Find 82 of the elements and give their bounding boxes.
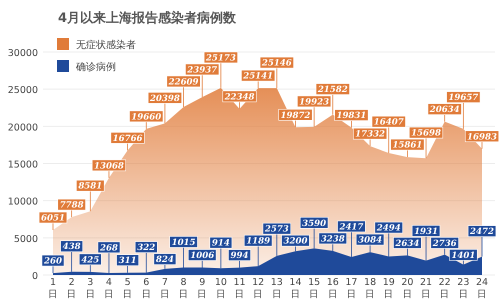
- y-tick-label: 5000: [14, 234, 38, 245]
- x-tick-label: 9日: [197, 277, 208, 300]
- data-label: 20398: [148, 94, 180, 104]
- x-tick-label: 1日: [48, 277, 58, 300]
- data-label: 19657: [448, 93, 478, 104]
- x-tick-label: 4日: [104, 277, 114, 300]
- legend-label: 无症状感染者: [76, 39, 136, 51]
- legend-label: 确诊病例: [75, 61, 116, 73]
- data-label: 16766: [112, 134, 143, 144]
- x-tick-label: 16日: [326, 277, 339, 300]
- data-label: 16407: [374, 118, 404, 128]
- x-tick-label: 2日: [66, 277, 77, 300]
- y-tick-label: 0: [32, 271, 38, 282]
- data-label: 19660: [131, 112, 162, 122]
- x-tick-label: 14日: [289, 277, 302, 300]
- x-tick-label: 5日: [122, 277, 133, 300]
- x-tick-label: 10日: [214, 277, 227, 300]
- data-label: 1006: [190, 251, 214, 262]
- data-label: 20634: [428, 105, 460, 116]
- data-label: 3590: [302, 218, 326, 229]
- x-tick-label: 20日: [401, 277, 414, 300]
- x-tick-label: 11日: [233, 277, 246, 300]
- data-label: 268: [98, 243, 118, 254]
- x-tick-label: 22日: [438, 277, 451, 300]
- data-label: 2494: [376, 224, 401, 234]
- data-label: 25141: [242, 72, 274, 82]
- data-label: 994: [230, 251, 249, 262]
- data-label: 2417: [338, 222, 364, 232]
- data-label: 7788: [60, 200, 84, 211]
- x-tick-label: 23日: [457, 277, 470, 300]
- data-label: 13068: [94, 161, 124, 172]
- data-label: 19872: [280, 110, 310, 121]
- x-tick-label: 24日: [476, 277, 488, 300]
- data-label: 2634: [394, 238, 420, 249]
- chart-title: 4月以来上海报告感染者病例数: [58, 10, 238, 26]
- data-label: 25146: [260, 58, 292, 69]
- y-tick-label: 25000: [8, 85, 38, 96]
- x-tick-label: 12日: [252, 277, 264, 300]
- x-tick-label: 15日: [308, 277, 320, 300]
- data-label: 22348: [224, 92, 254, 102]
- data-label: 260: [43, 256, 62, 267]
- data-label: 2472: [469, 227, 494, 238]
- x-tick-label: 13日: [270, 277, 283, 300]
- y-tick-label: 20000: [8, 122, 38, 134]
- data-label: 311: [118, 256, 137, 266]
- data-label: 3084: [358, 236, 382, 246]
- x-tick-label: 7日: [160, 277, 170, 300]
- data-label: 1931: [414, 226, 438, 237]
- data-label: 2736: [432, 238, 457, 249]
- y-tick-label: 30000: [8, 48, 38, 59]
- x-tick-label: 17日: [345, 277, 358, 300]
- data-label: 3238: [320, 234, 345, 244]
- data-label: 438: [62, 242, 81, 252]
- data-label: 15861: [392, 140, 422, 151]
- x-tick-label: 19日: [382, 277, 395, 300]
- data-label: 1401: [451, 250, 476, 261]
- data-label: 6051: [41, 214, 65, 224]
- data-label: 19923: [299, 97, 330, 108]
- data-label: 8581: [77, 182, 102, 192]
- data-label: 1015: [172, 238, 196, 248]
- y-tick-label: 10000: [8, 196, 38, 208]
- x-tick-label: 3日: [85, 277, 96, 300]
- data-label: 2573: [264, 224, 289, 235]
- x-tick-label: 8日: [178, 277, 189, 300]
- data-label: 15698: [411, 128, 442, 139]
- data-label: 914: [212, 238, 230, 249]
- x-tick-label: 6日: [141, 277, 152, 300]
- y-tick-label: 15000: [8, 160, 38, 170]
- data-label: 21582: [316, 85, 348, 96]
- data-label: 19831: [336, 111, 366, 122]
- data-label: 425: [81, 255, 100, 266]
- data-label: 1189: [246, 236, 270, 247]
- data-label: 17332: [355, 130, 386, 140]
- data-label: 322: [137, 243, 156, 254]
- data-label: 23937: [186, 65, 218, 76]
- x-tick-label: 18日: [364, 277, 376, 300]
- data-label: 22609: [168, 77, 199, 88]
- data-label: 824: [154, 255, 174, 266]
- data-label: 16983: [467, 132, 497, 142]
- x-tick-label: 21日: [420, 277, 432, 300]
- data-label: 25173: [204, 53, 236, 64]
- data-label: 3200: [284, 236, 308, 247]
